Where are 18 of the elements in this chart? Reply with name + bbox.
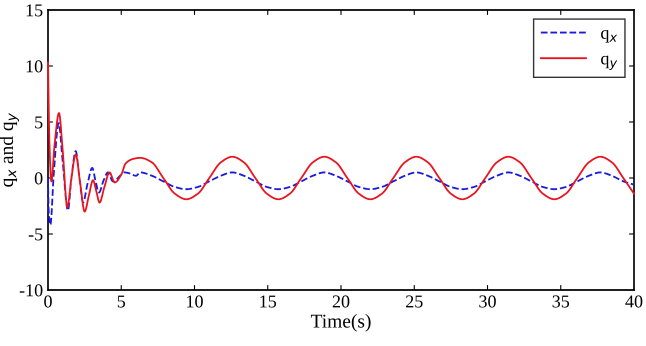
legend-label: q$_{y}$ — [601, 56, 618, 70]
y-tick-label: 0 — [34, 172, 42, 184]
x-tick-label: 25 — [406, 295, 423, 308]
legend-label: q$_{x}$ — [601, 30, 618, 43]
x-tick-label: 15 — [260, 295, 276, 308]
x-axis-title: Time(s) — [310, 314, 371, 332]
y-tick-label: -10 — [20, 284, 42, 296]
x-tick-label: 20 — [332, 295, 350, 308]
y-tick-label: 5 — [35, 116, 42, 128]
x-tick-label: 30 — [479, 295, 496, 308]
y-tick-label: -5 — [28, 228, 42, 240]
x-tick-label: 0 — [44, 295, 52, 308]
x-tick-label: 40 — [625, 295, 642, 308]
x-tick-label: 5 — [118, 296, 126, 308]
x-tick-label: 10 — [187, 295, 203, 308]
x-tick-label: 35 — [552, 295, 570, 308]
y-tick-label: 10 — [26, 60, 42, 72]
y-tick-label: 15 — [26, 4, 42, 16]
